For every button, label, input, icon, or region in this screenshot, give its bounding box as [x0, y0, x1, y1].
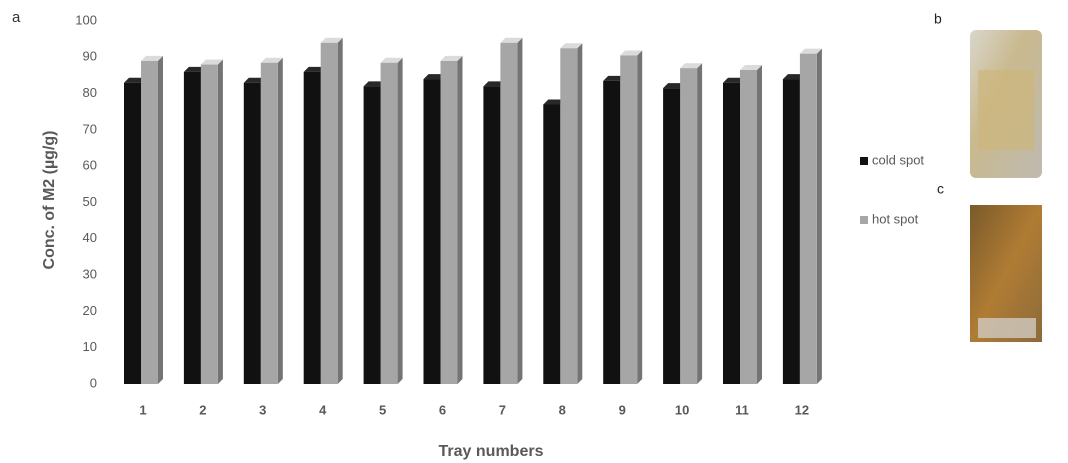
y-tick-label: 30	[83, 267, 97, 282]
x-tick-label: 1	[139, 402, 146, 417]
bar	[680, 63, 702, 384]
bar-front	[184, 72, 201, 384]
bar-side	[158, 56, 163, 384]
x-tick-label: 5	[379, 402, 386, 417]
bar-side	[817, 49, 822, 384]
y-tick-label: 60	[83, 158, 97, 173]
bar-side	[757, 65, 762, 384]
photo-sample-c-lid	[978, 318, 1036, 338]
bar-front	[201, 65, 218, 384]
bar-front	[663, 88, 680, 384]
y-tick-label: 50	[83, 194, 97, 209]
bar-front	[244, 83, 261, 384]
bar-front	[483, 86, 500, 384]
bar-front	[603, 81, 620, 384]
bar-side	[637, 50, 642, 384]
bar-front	[800, 54, 817, 384]
x-tick-label: 8	[559, 402, 566, 417]
y-tick-label: 20	[83, 303, 97, 318]
bar	[620, 50, 642, 384]
bar	[441, 56, 463, 384]
bar	[261, 58, 283, 384]
photo-sample-b-content	[978, 70, 1034, 150]
figure: a b c Conc. of M2 (µg/g) Tray numbers 0 1…	[0, 0, 1068, 463]
bar-side	[398, 58, 403, 384]
x-tick-label: 10	[675, 402, 689, 417]
x-axis-title: Tray numbers	[439, 443, 544, 460]
bar-side	[577, 43, 582, 384]
bar-front	[261, 63, 278, 384]
bar-front	[620, 55, 637, 384]
y-tick-label: 70	[83, 121, 97, 136]
y-tick-label: 40	[83, 230, 97, 245]
bar-front	[141, 61, 158, 384]
bar-front	[304, 72, 321, 384]
bar-front	[560, 48, 577, 384]
bar-front	[441, 61, 458, 384]
y-axis-title: Conc. of M2 (µg/g)	[41, 131, 58, 270]
x-tick-label: 3	[259, 402, 266, 417]
bar	[740, 65, 762, 384]
y-tick-label: 80	[83, 85, 97, 100]
x-tick-label: 11	[735, 402, 749, 417]
x-tick-label: 7	[499, 402, 506, 417]
panel-label: c	[937, 181, 944, 197]
bar-side	[697, 63, 702, 384]
bar-front	[680, 68, 697, 384]
x-tick-label: 9	[619, 402, 626, 417]
panel-label: a	[12, 9, 21, 26]
bar	[141, 56, 163, 384]
y-tick-label: 10	[83, 339, 97, 354]
y-tick-label: 100	[75, 12, 97, 27]
x-tick-label: 4	[319, 402, 327, 417]
bar	[560, 43, 582, 384]
bar-front	[543, 104, 560, 384]
bar-front	[124, 83, 141, 384]
legend-swatch	[860, 157, 868, 165]
bar-side	[517, 38, 522, 384]
bar-side	[458, 56, 463, 384]
panel-label: b	[934, 11, 942, 27]
legend-label: cold spot	[872, 152, 924, 167]
bar	[321, 38, 343, 384]
bar	[800, 49, 822, 384]
bar-front	[424, 79, 441, 384]
legend-label: hot spot	[872, 211, 919, 226]
bar-front	[321, 43, 338, 384]
bar-front	[783, 79, 800, 384]
bar-front	[723, 83, 740, 384]
bar	[381, 58, 403, 384]
legend-swatch	[860, 216, 868, 224]
y-tick-label: 90	[83, 49, 97, 64]
bar-front	[500, 43, 517, 384]
bar-front	[740, 70, 757, 384]
bar-side	[338, 38, 343, 384]
y-tick-label: 0	[90, 375, 97, 390]
bar-side	[278, 58, 283, 384]
bar	[500, 38, 522, 384]
bar-side	[218, 60, 223, 384]
bar-front	[381, 63, 398, 384]
x-tick-label: 12	[795, 402, 809, 417]
bar	[201, 60, 223, 384]
x-tick-label: 2	[199, 402, 206, 417]
bar-front	[364, 86, 381, 384]
x-tick-label: 6	[439, 402, 446, 417]
